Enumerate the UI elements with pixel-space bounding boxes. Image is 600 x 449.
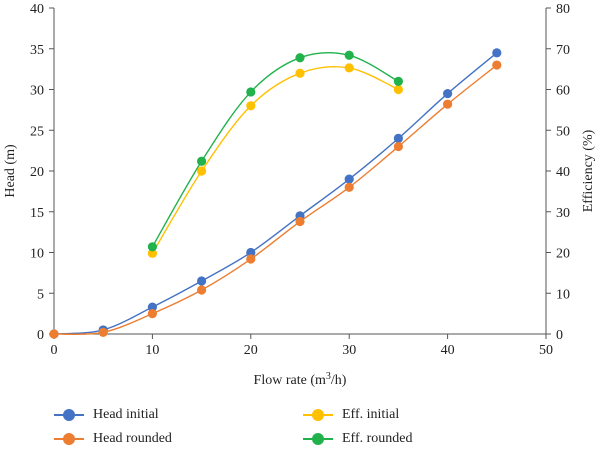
y-right-tick-label: 70 <box>556 43 570 58</box>
data-point-eff-rounded <box>393 76 403 86</box>
legend-swatch-eff-rounded <box>303 432 333 446</box>
data-point-head-initial <box>147 302 157 312</box>
data-point-head-rounded <box>492 60 502 70</box>
data-point-eff-rounded <box>344 50 354 60</box>
data-point-head-rounded <box>197 285 207 295</box>
data-point-eff-initial <box>147 248 157 258</box>
data-point-head-rounded <box>49 329 59 339</box>
y-left-tick-label: 35 <box>30 43 44 58</box>
data-point-head-rounded <box>393 141 403 152</box>
data-point-eff-rounded <box>246 87 256 97</box>
data-point-head-rounded <box>147 309 157 319</box>
y-right-tick-label: 20 <box>556 247 570 262</box>
data-point-eff-initial <box>344 63 354 73</box>
y-axis-left-label: Head (m) <box>3 144 18 198</box>
series-layer <box>49 48 502 339</box>
legend-item-eff-initial[interactable]: Eff. initial <box>303 405 399 425</box>
data-point-head-rounded <box>344 182 354 192</box>
data-point-head-initial <box>197 276 207 286</box>
data-point-head-initial <box>246 247 256 258</box>
x-tick-label: 30 <box>342 343 356 358</box>
legend-item-eff-rounded[interactable]: Eff. rounded <box>303 429 413 449</box>
legend-swatch-head-initial <box>54 408 84 422</box>
series-line-head-initial <box>53 52 498 335</box>
data-point-head-rounded <box>246 254 256 264</box>
y-right-tick-label: 30 <box>556 206 570 221</box>
x-tick-label: 20 <box>244 343 258 358</box>
data-point-head-rounded <box>98 327 108 337</box>
data-point-eff-initial <box>197 166 207 176</box>
y-left-tick-label: 0 <box>37 328 44 343</box>
series-line-eff-initial <box>151 65 399 254</box>
data-point-head-initial <box>443 88 453 99</box>
y-left-tick-label: 40 <box>30 2 44 17</box>
data-point-eff-rounded <box>295 53 305 63</box>
x-tick-label: 0 <box>51 343 58 358</box>
legend-swatch-eff-initial <box>303 408 333 422</box>
legend-label-eff-initial: Eff. initial <box>342 407 400 422</box>
y-right-tick-label: 60 <box>556 84 570 99</box>
data-point-head-initial <box>344 174 354 184</box>
y-left-tick-label: 5 <box>37 287 44 302</box>
axes: 0 10 20 30 40 5005101520253035400102030405060… <box>3 2 596 388</box>
data-point-eff-initial <box>295 68 305 78</box>
series-line-head-rounded <box>53 64 498 336</box>
data-point-eff-initial <box>393 84 403 95</box>
series-line-eff-rounded <box>151 52 399 248</box>
y-left-tick-label: 30 <box>30 84 44 99</box>
x-tick-label: 50 <box>539 343 553 358</box>
data-point-head-initial <box>393 133 403 143</box>
y-right-tick-label: 10 <box>556 287 570 302</box>
legend-label-head-initial: Head initial <box>93 407 159 422</box>
data-point-eff-rounded <box>197 156 207 166</box>
y-left-tick-label: 15 <box>30 206 44 221</box>
legend-label-head-rounded: Head rounded <box>93 431 172 446</box>
x-tick-label: 40 <box>441 343 455 358</box>
legend-swatch-head-rounded <box>54 432 84 446</box>
data-point-eff-rounded <box>147 242 157 252</box>
legend-item-head-rounded[interactable]: Head rounded <box>54 429 172 449</box>
data-point-eff-initial <box>246 101 256 111</box>
x-axis-label: Flow rate (m3/h) <box>254 371 347 388</box>
data-point-head-rounded <box>295 216 305 227</box>
data-point-head-initial <box>492 48 502 58</box>
y-right-tick-label: 40 <box>556 165 570 180</box>
y-left-tick-label: 25 <box>30 124 44 139</box>
y-left-tick-label: 10 <box>30 247 44 262</box>
y-right-tick-label: 0 <box>556 328 563 343</box>
data-point-head-rounded <box>443 99 453 109</box>
y-right-tick-label: 80 <box>556 2 570 17</box>
legend-item-head-initial[interactable]: Head initial <box>54 405 159 425</box>
y-right-tick-label: 50 <box>556 124 570 139</box>
x-tick-label: 10 <box>145 343 159 358</box>
y-left-tick-label: 20 <box>30 165 44 180</box>
legend-label-eff-rounded: Eff. rounded <box>342 431 413 446</box>
y-axis-right-label: Efficiency (%) <box>581 129 596 212</box>
